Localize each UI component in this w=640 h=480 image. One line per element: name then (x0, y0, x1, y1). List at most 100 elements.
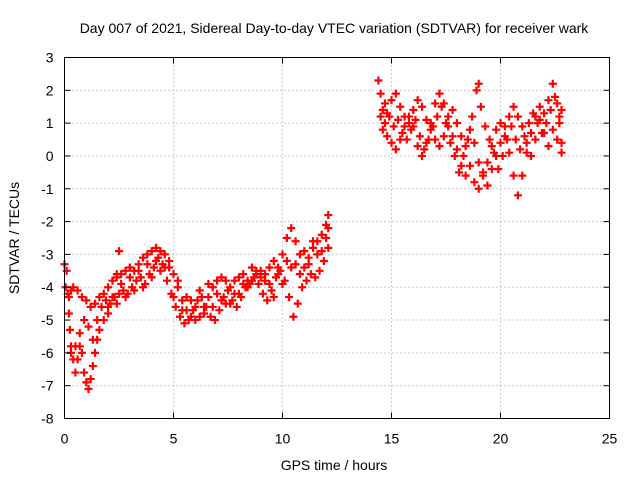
data-point (112, 273, 121, 282)
data-point (457, 132, 466, 141)
data-point (287, 224, 296, 233)
data-point (492, 125, 501, 134)
data-point (496, 138, 505, 147)
data-point (461, 142, 470, 151)
data-point (136, 273, 145, 282)
data-point (422, 115, 431, 124)
data-point (291, 237, 300, 246)
data-point (115, 289, 123, 298)
data-point (324, 211, 333, 220)
x-tick-label: 15 (384, 431, 400, 447)
data-point (82, 296, 91, 305)
data-point (73, 286, 82, 295)
data-point (404, 112, 413, 121)
data-point (448, 132, 457, 141)
data-point (84, 384, 93, 393)
data-point (535, 102, 544, 111)
data-point (555, 112, 564, 121)
data-point (527, 151, 536, 160)
data-point (319, 256, 328, 265)
data-point (258, 289, 267, 298)
data-point (88, 361, 97, 370)
data-point (75, 329, 84, 338)
data-point (200, 309, 209, 318)
data-point (553, 99, 562, 108)
data-point (452, 119, 461, 128)
data-point (224, 286, 232, 295)
data-point (315, 266, 324, 275)
data-point (522, 138, 531, 147)
data-point (500, 122, 509, 131)
data-point (511, 135, 520, 144)
data-point (182, 293, 191, 302)
data-point (391, 145, 400, 154)
data-point (387, 138, 396, 147)
data-point (197, 293, 206, 302)
data-point (115, 247, 123, 256)
data-point (132, 276, 141, 285)
data-point (396, 135, 405, 144)
data-point (230, 276, 239, 285)
data-point (108, 276, 117, 285)
data-point (431, 99, 440, 108)
data-point (548, 125, 557, 134)
data-point (409, 122, 418, 131)
data-point (472, 86, 481, 95)
data-point (234, 273, 243, 282)
y-tick-label: -3 (41, 246, 54, 262)
data-point (483, 158, 492, 167)
data-point (149, 263, 158, 272)
data-point (217, 296, 226, 305)
data-point (239, 270, 248, 279)
data-point (492, 151, 501, 160)
data-point (518, 171, 527, 180)
data-point (254, 279, 263, 288)
plot-frame (64, 57, 610, 419)
data-point (376, 112, 385, 121)
data-point (553, 135, 562, 144)
data-point (487, 165, 496, 174)
data-point (125, 273, 134, 282)
data-point (518, 122, 527, 131)
data-point (470, 138, 479, 147)
data-point (446, 138, 455, 147)
data-point (557, 138, 566, 147)
data-point (380, 119, 389, 128)
data-point (152, 243, 161, 252)
data-point (306, 270, 315, 279)
data-point (232, 302, 241, 311)
data-point (82, 378, 91, 387)
y-tick-label: 2 (46, 82, 54, 98)
data-point (522, 148, 531, 157)
data-point (529, 109, 538, 118)
x-tick-label: 25 (602, 431, 618, 447)
data-point (73, 355, 82, 364)
data-point (173, 276, 182, 285)
data-point (213, 289, 222, 298)
data-point (88, 335, 97, 344)
data-point (435, 142, 444, 151)
data-point (112, 299, 121, 308)
data-point (415, 132, 424, 141)
data-point (121, 266, 130, 275)
data-point (557, 148, 566, 157)
data-point (91, 299, 100, 308)
y-tick-label: -5 (41, 312, 54, 328)
data-point (178, 296, 187, 305)
data-point (535, 115, 544, 124)
data-point (156, 247, 165, 256)
data-point (261, 276, 270, 285)
data-point (465, 161, 474, 170)
data-point (104, 302, 113, 311)
data-point (311, 273, 320, 282)
data-point (474, 79, 483, 88)
data-point (548, 79, 557, 88)
data-point (289, 312, 298, 321)
data-point (95, 293, 104, 302)
data-point (169, 293, 178, 302)
data-point (448, 106, 457, 115)
data-point (322, 234, 331, 242)
data-point (413, 142, 422, 151)
data-point (184, 316, 193, 325)
data-point (457, 161, 466, 170)
